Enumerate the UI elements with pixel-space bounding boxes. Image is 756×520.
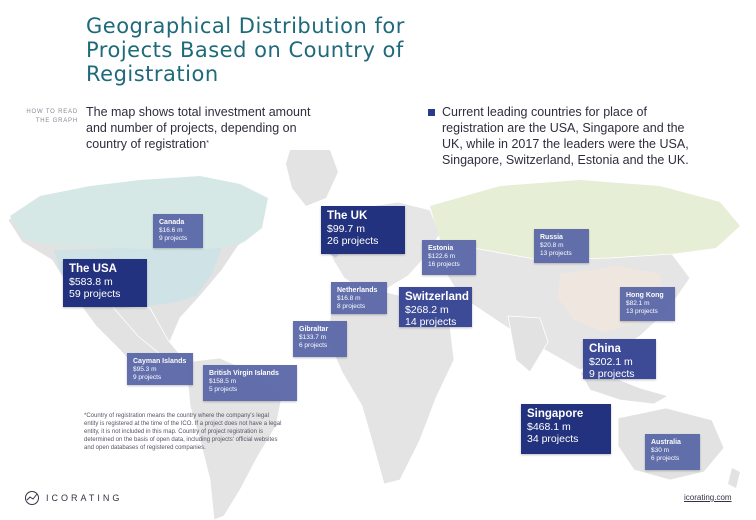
how-to-read-label: HOW TO READ THE GRAPH (26, 109, 78, 124)
country-name: Estonia (428, 245, 454, 252)
landmass-new-zealand (728, 468, 740, 488)
country-amount: $95.3 m (133, 366, 157, 373)
country-name: Switzerland (405, 291, 469, 303)
landmass-india (507, 315, 549, 373)
leaders-note-text: Current leading countries for place of r… (442, 105, 689, 167)
country-name: Netherlands (337, 287, 378, 294)
country-amount: $268.2 m (405, 304, 449, 316)
map-description: The map shows total investment amount an… (86, 104, 318, 152)
country-amount: $30 m (651, 447, 670, 454)
country-projects: 5 projects (209, 386, 238, 393)
country-projects: 8 projects (337, 303, 366, 310)
country-projects: 6 projects (651, 455, 680, 462)
country-amount: $20.8 m (540, 242, 564, 249)
country-box-british-virgin-islands: British Virgin Islands $158.5 m 5 projec… (203, 365, 297, 401)
country-name: British Virgin Islands (209, 370, 279, 377)
country-projects: 9 projects (589, 368, 635, 380)
footnote-mark: * (206, 140, 209, 147)
country-projects: 9 projects (133, 374, 162, 381)
country-box-usa: The USA $583.8 m 59 projects (63, 259, 147, 307)
country-name: The UK (327, 210, 368, 222)
leaders-note: Current leading countries for place of r… (428, 104, 692, 168)
country-box-hong-kong: Hong Kong $82.1 m 13 projects (620, 287, 675, 321)
country-name: Cayman Islands (133, 358, 187, 365)
country-name: China (589, 343, 621, 355)
country-box-singapore: Singapore $468.1 m 34 projects (521, 404, 611, 454)
region-canada (10, 176, 268, 250)
country-box-gibraltar: Gibraltar $133.7 m 6 projects (293, 321, 347, 357)
country-projects: 13 projects (540, 250, 572, 257)
site-link[interactable]: icorating.com (684, 493, 732, 502)
country-box-switzerland: Switzerland $268.2 m 14 projects (399, 287, 472, 328)
country-box-cayman-islands: Cayman Islands $95.3 m 9 projects (127, 353, 193, 385)
country-name: Russia (540, 234, 563, 241)
country-amount: $122.6 m (428, 253, 456, 260)
country-projects: 34 projects (527, 433, 579, 445)
country-amount: $82.1 m (626, 300, 650, 307)
country-amount: $583.8 m (69, 276, 113, 288)
country-name: The USA (69, 263, 117, 275)
brand-name: ICORATING (46, 493, 123, 503)
country-box-russia: Russia $20.8 m 13 projects (534, 229, 589, 263)
country-amount: $158.5 m (209, 378, 237, 385)
brand-logo: ICORATING (24, 490, 122, 506)
country-projects: 13 projects (626, 308, 658, 315)
region-russia (430, 180, 740, 260)
country-projects: 6 projects (299, 342, 328, 349)
country-box-china: China $202.1 m 9 projects (583, 339, 656, 380)
bullet-icon (428, 109, 435, 116)
country-box-australia: Australia $30 m 6 projects (645, 434, 700, 470)
country-amount: $133.7 m (299, 334, 327, 341)
country-name: Canada (159, 219, 185, 226)
country-amount: $16.6 m (159, 227, 183, 234)
country-name: Gibraltar (299, 326, 329, 333)
country-amount: $202.1 m (589, 356, 633, 368)
country-name: Australia (651, 439, 681, 446)
country-amount: $99.7 m (327, 223, 365, 235)
landmass-greenland (286, 150, 338, 206)
country-amount: $468.1 m (527, 421, 571, 433)
country-box-estonia: Estonia $122.6 m 16 projects (422, 240, 476, 275)
country-box-netherlands: Netherlands $16.8 m 8 projects (331, 282, 387, 314)
country-amount: $16.8 m (337, 295, 361, 302)
country-name: Singapore (527, 408, 584, 420)
footnote: *Country of registration means the count… (84, 413, 282, 451)
logo-icon (25, 491, 39, 505)
country-name: Hong Kong (626, 292, 664, 299)
map-description-text: The map shows total investment amount an… (86, 105, 311, 151)
country-projects: 14 projects (405, 316, 457, 328)
page-title: Geographical Distribution for Projects B… (86, 14, 405, 86)
country-box-uk: The UK $99.7 m 26 projects (321, 206, 405, 254)
country-projects: 59 projects (69, 288, 121, 300)
country-projects: 16 projects (428, 261, 460, 268)
country-projects: 9 projects (159, 235, 188, 242)
country-projects: 26 projects (327, 235, 379, 247)
country-box-canada: Canada $16.6 m 9 projects (153, 214, 203, 248)
